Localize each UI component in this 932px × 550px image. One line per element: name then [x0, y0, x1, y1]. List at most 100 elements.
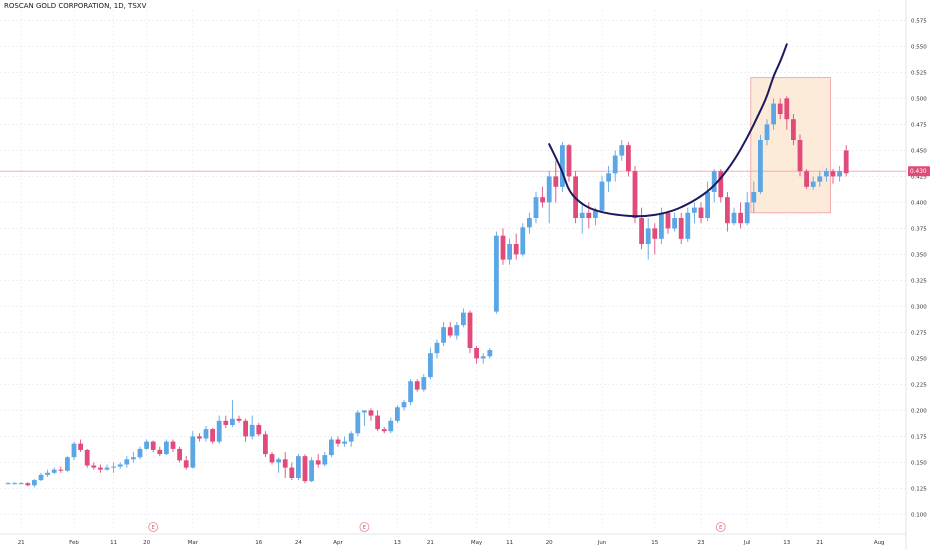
candle-body[interactable] [183, 460, 189, 468]
candle-body[interactable] [131, 457, 136, 460]
candle-body[interactable] [520, 227, 526, 255]
candle-body[interactable] [335, 439, 341, 444]
candle-body[interactable] [164, 441, 169, 455]
candle-body[interactable] [282, 459, 288, 468]
candle-body[interactable] [78, 443, 83, 450]
candle-body[interactable] [560, 145, 565, 187]
candle-body[interactable] [711, 171, 717, 192]
candle-body[interactable] [414, 381, 420, 390]
candle-body[interactable] [84, 449, 90, 466]
candle-body[interactable] [18, 483, 24, 485]
candle-body[interactable] [157, 449, 163, 455]
candle-body[interactable] [276, 459, 281, 463]
candle-body[interactable] [289, 467, 295, 478]
candle-body[interactable] [5, 483, 11, 485]
candle-body[interactable] [362, 410, 367, 413]
candle-body[interactable] [612, 155, 618, 174]
candle-body[interactable] [144, 441, 149, 449]
candle-body[interactable] [216, 420, 222, 442]
candle-body[interactable] [348, 433, 354, 442]
candle-body[interactable] [652, 228, 658, 239]
candle-body[interactable] [454, 325, 460, 336]
candle-body[interactable] [408, 381, 413, 403]
candle-body[interactable] [309, 460, 314, 482]
candle-body[interactable] [315, 460, 321, 465]
candle-body[interactable] [98, 467, 103, 470]
candle-body[interactable] [256, 424, 262, 435]
candle-body[interactable] [302, 456, 308, 482]
candle-body[interactable] [104, 467, 110, 470]
candle-body[interactable] [32, 480, 37, 486]
candle-body[interactable] [124, 459, 130, 465]
candle-body[interactable] [467, 312, 473, 348]
candle-body[interactable] [771, 103, 776, 125]
candle-body[interactable] [45, 472, 50, 475]
earnings-marker[interactable] [359, 522, 370, 532]
candle-body[interactable] [533, 197, 539, 218]
candle-body[interactable] [665, 212, 671, 229]
candle-body[interactable] [329, 439, 334, 456]
candle-body[interactable] [791, 119, 796, 140]
candle-body[interactable] [566, 145, 572, 177]
candle-body[interactable] [441, 327, 446, 343]
candle-body[interactable] [738, 212, 743, 224]
candle-body[interactable] [25, 483, 31, 486]
candle-body[interactable] [632, 171, 638, 218]
candle-body[interactable] [263, 434, 268, 455]
candle-body[interactable] [388, 420, 394, 432]
candle-body[interactable] [817, 176, 823, 182]
candle-body[interactable] [480, 356, 486, 359]
cup-curve[interactable] [548, 43, 788, 218]
candle-body[interactable] [692, 207, 697, 213]
candle-body[interactable] [527, 218, 532, 228]
candle-body[interactable] [546, 176, 552, 203]
candle-body[interactable] [500, 235, 506, 260]
candle-body[interactable] [434, 342, 440, 354]
candle-body[interactable] [322, 455, 328, 465]
candle-body[interactable] [223, 420, 229, 425]
candle-body[interactable] [579, 212, 585, 218]
candle-body[interactable] [150, 441, 156, 450]
earnings-marker[interactable] [715, 522, 726, 532]
candle-body[interactable] [395, 407, 400, 421]
candle-body[interactable] [659, 212, 664, 239]
consolidation-box[interactable] [750, 77, 831, 214]
candle-body[interactable] [177, 448, 182, 461]
candle-body[interactable] [170, 441, 176, 449]
candle-body[interactable] [355, 412, 361, 434]
candle-body[interactable] [751, 192, 757, 203]
candle-body[interactable] [401, 402, 407, 408]
candle-body[interactable] [619, 145, 625, 156]
candle-body[interactable] [718, 171, 724, 198]
candle-body[interactable] [725, 197, 730, 224]
candle-body[interactable] [744, 202, 750, 224]
candle-body[interactable] [269, 454, 275, 463]
candle-body[interactable] [296, 456, 301, 478]
candle-body[interactable] [764, 124, 770, 140]
candle-body[interactable] [447, 327, 453, 336]
candle-body[interactable] [626, 145, 631, 172]
candle-body[interactable] [203, 429, 209, 439]
candle-body[interactable] [421, 377, 427, 390]
candle-body[interactable] [824, 171, 829, 177]
candle-body[interactable] [553, 176, 559, 187]
candle-body[interactable] [230, 418, 235, 425]
candle-body[interactable] [236, 418, 242, 421]
candle-body[interactable] [342, 441, 347, 444]
candle-body[interactable] [758, 140, 763, 192]
candle-body[interactable] [461, 312, 466, 326]
candle-body[interactable] [830, 171, 836, 177]
candle-body[interactable] [586, 212, 592, 218]
candle-body[interactable] [804, 171, 809, 187]
candle-body[interactable] [513, 244, 519, 255]
candle-body[interactable] [494, 235, 499, 312]
candle-body[interactable] [381, 429, 387, 432]
candle-body[interactable] [58, 469, 64, 471]
candle-body[interactable] [698, 207, 704, 218]
candle-body[interactable] [777, 103, 783, 114]
candle-body[interactable] [12, 483, 17, 485]
candle-body[interactable] [837, 171, 842, 177]
candle-body[interactable] [197, 436, 202, 439]
candle-body[interactable] [678, 218, 684, 239]
